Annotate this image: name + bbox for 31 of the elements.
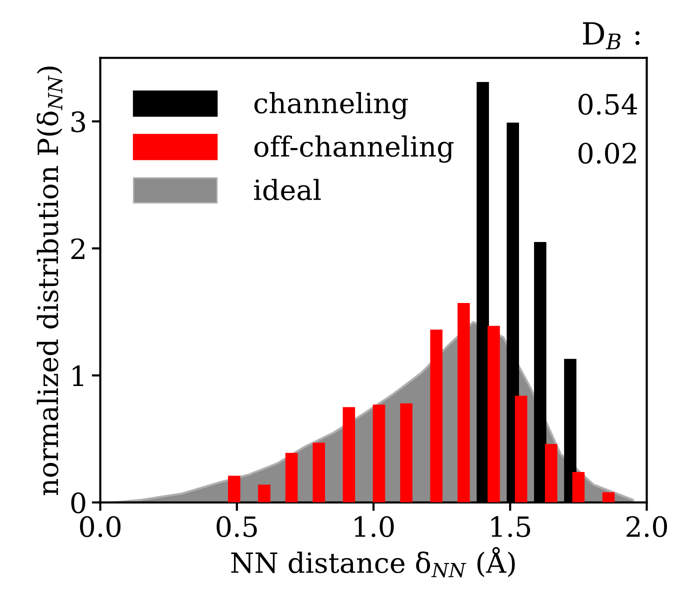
- bar: [342, 407, 356, 502]
- x-tick-label: 2.0: [626, 516, 667, 538]
- legend-label: ideal: [254, 178, 321, 200]
- bar: [258, 484, 270, 502]
- text: D$_{B}$ :: [582, 22, 640, 50]
- bar: [458, 303, 470, 502]
- legend-label: channeling: [254, 92, 408, 120]
- bar: [430, 330, 443, 502]
- y-tick-label: 1: [72, 365, 84, 386]
- annotation: 0.02: [578, 142, 636, 164]
- x-tick-label: 0.0: [80, 516, 121, 538]
- x-axis-title: NN distance δ$_{NN}$ (Å): [231, 547, 515, 578]
- y-tick-label: 2: [71, 238, 84, 259]
- bar: [400, 403, 412, 502]
- bar: [488, 326, 500, 502]
- bar: [572, 472, 585, 502]
- legend-label: off-channeling: [254, 135, 454, 163]
- y-axis-title: normalized distribution P(δ$_{NN}$): [36, 66, 63, 496]
- y-tick-label: 0: [71, 492, 86, 514]
- bar: [372, 404, 386, 502]
- bar: [514, 396, 528, 502]
- bar: [544, 444, 558, 502]
- bar: [602, 492, 615, 502]
- x-tick-label: 1.0: [354, 516, 394, 538]
- bar: [312, 442, 326, 502]
- y-tick-label: 3: [72, 111, 86, 132]
- annotation: 0.54: [578, 94, 638, 115]
- x-tick-label: 1.5: [491, 516, 530, 538]
- bar: [228, 476, 240, 502]
- bar: [285, 452, 298, 502]
- x-tick-label: 0.5: [216, 516, 257, 538]
